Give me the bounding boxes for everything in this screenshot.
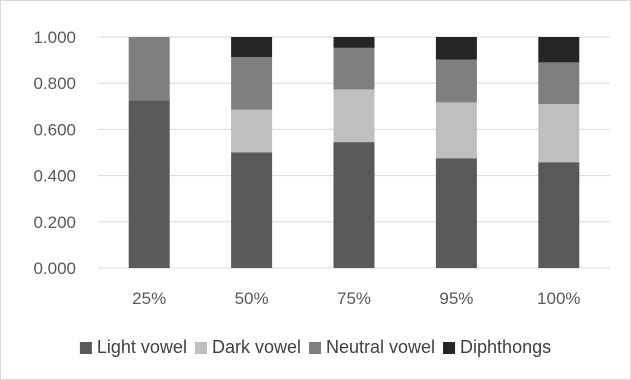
x-tick-label: 25% — [132, 289, 166, 308]
bars — [128, 37, 580, 269]
y-tick-label: 1.000 — [33, 28, 76, 47]
bar-segment-dark-vowel — [231, 109, 273, 153]
legend-swatch — [79, 342, 92, 354]
y-tick-label: 0.200 — [33, 213, 76, 232]
bar-segment-dark-vowel — [538, 103, 580, 163]
x-tick-label: 75% — [337, 289, 371, 308]
bar-segment-diphthongs — [538, 37, 580, 63]
x-tick-label: 100% — [537, 289, 580, 308]
legend-label: Neutral vowel — [326, 337, 435, 357]
bar-segment-neutral-vowel — [128, 37, 170, 101]
x-axis-tick-labels: 25% 50% 75% 95% 100% — [132, 289, 580, 308]
bar-segment-light-vowel — [538, 162, 580, 268]
y-tick-label: 0.600 — [33, 120, 76, 139]
y-tick-label: 0.000 — [33, 259, 76, 278]
bar-segment-neutral-vowel — [538, 62, 580, 104]
bar-segment-dark-vowel — [435, 102, 477, 159]
bar-segment-light-vowel — [128, 100, 170, 269]
y-tick-label: 0.400 — [33, 167, 76, 186]
legend-label: Diphthongs — [460, 337, 551, 357]
bar-segment-neutral-vowel — [435, 59, 477, 103]
bar-segment-light-vowel — [333, 142, 375, 268]
legend-item: Dark vowel — [194, 337, 301, 357]
bar-segment-diphthongs — [333, 37, 375, 48]
bar-segment-dark-vowel — [333, 89, 375, 143]
bar-segment-neutral-vowel — [333, 47, 375, 90]
legend-swatch — [443, 342, 456, 354]
legend-item: Light vowel — [79, 337, 187, 357]
legend-label: Dark vowel — [212, 337, 301, 357]
bar-segment-diphthongs — [435, 37, 477, 60]
x-tick-label: 95% — [439, 289, 473, 308]
y-axis-tick-labels: 0.000 0.200 0.400 0.600 0.800 1.000 — [33, 28, 76, 278]
bar-segment-light-vowel — [231, 152, 273, 268]
legend-item: Neutral vowel — [308, 337, 435, 357]
legend-swatch — [308, 342, 321, 354]
x-tick-label: 50% — [235, 289, 269, 308]
bar-segment-neutral-vowel — [231, 57, 273, 110]
legend: Light vowel Dark vowel Neutral vowel Diphth… — [79, 337, 551, 357]
legend-swatch — [194, 342, 207, 354]
bar-segment-light-vowel — [435, 158, 477, 268]
bar-segment-diphthongs — [231, 37, 273, 58]
y-tick-label: 0.800 — [33, 74, 76, 93]
legend-label: Light vowel — [97, 337, 187, 357]
legend-item: Diphthongs — [443, 337, 551, 357]
